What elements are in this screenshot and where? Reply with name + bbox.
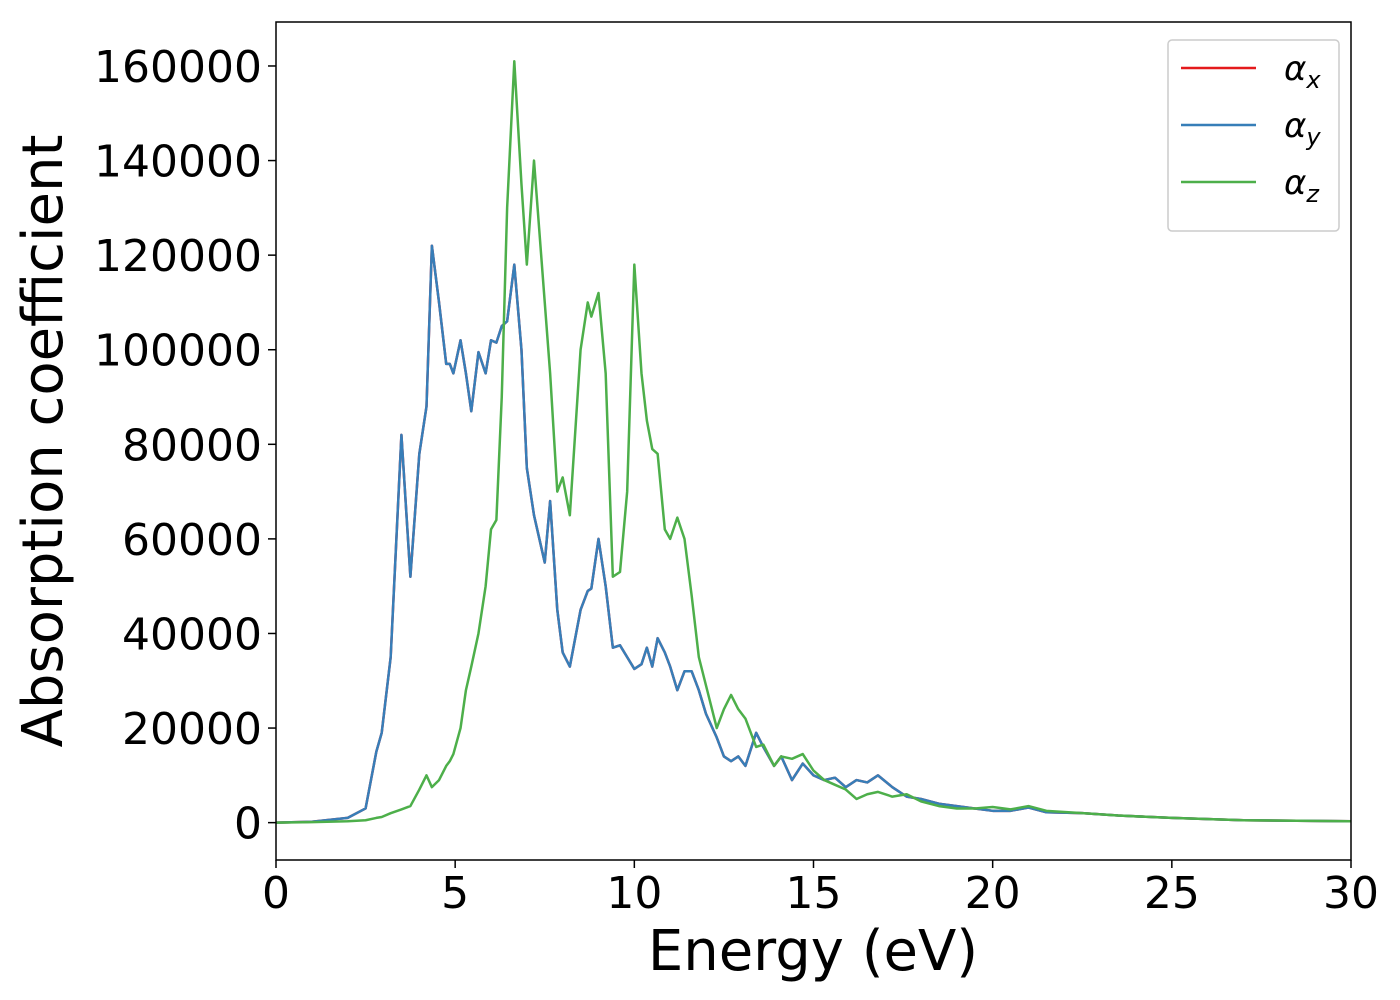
y-tick-label: 0 bbox=[234, 799, 262, 850]
y-tick-label: 20000 bbox=[122, 704, 262, 755]
x-tick-label: 20 bbox=[965, 868, 1021, 919]
y-tick-label: 100000 bbox=[94, 326, 262, 377]
y-tick-label: 160000 bbox=[94, 42, 262, 93]
y-tick-label: 80000 bbox=[122, 420, 262, 471]
x-tick-label: 0 bbox=[262, 868, 290, 919]
y-tick-label: 120000 bbox=[94, 231, 262, 282]
legend-label: αz bbox=[1284, 163, 1320, 208]
y-tick-label: 140000 bbox=[94, 137, 262, 188]
y-tick-label: 60000 bbox=[122, 515, 262, 566]
y-axis-label: Absorption coefficient bbox=[11, 135, 76, 748]
x-tick-label: 25 bbox=[1144, 868, 1200, 919]
plot-frame bbox=[275, 21, 1352, 861]
x-tick-label: 5 bbox=[441, 868, 469, 919]
series-line bbox=[275, 244, 1352, 824]
x-tick-label: 15 bbox=[786, 868, 842, 919]
series-line bbox=[275, 244, 1352, 824]
x-tick-label: 30 bbox=[1323, 868, 1379, 919]
series-line bbox=[275, 60, 1352, 824]
y-tick-label: 40000 bbox=[122, 609, 262, 660]
x-tick-label: 10 bbox=[606, 868, 662, 919]
x-axis-label: Energy (eV) bbox=[648, 919, 978, 984]
